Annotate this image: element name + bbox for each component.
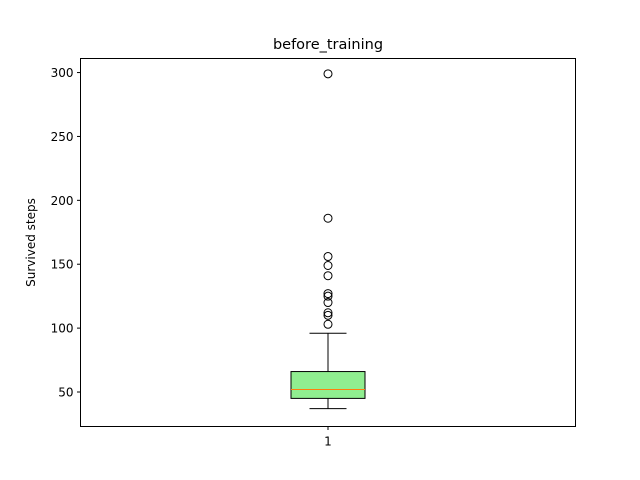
outlier-point (323, 310, 333, 320)
y-tick-label: 150 (51, 258, 74, 272)
outlier-point (323, 291, 333, 301)
y-tick-label: 250 (51, 130, 74, 144)
y-axis-label: Survived steps (24, 198, 38, 287)
plot-marks (290, 69, 366, 410)
outlier-point (323, 252, 333, 262)
outlier-point (323, 289, 333, 299)
x-tick-label: 1 (324, 435, 332, 449)
x-axis: 1 (324, 426, 332, 449)
outlier-point (323, 271, 333, 281)
outlier-point (323, 69, 333, 79)
y-tick-label: 300 (51, 66, 74, 80)
outlier-point (323, 261, 333, 270)
interquartile-box (290, 371, 366, 399)
outlier-point (323, 319, 333, 329)
outlier-point (323, 298, 333, 308)
outlier-point (323, 308, 333, 318)
outlier-point (323, 213, 333, 223)
y-tick-label: 100 (51, 322, 74, 336)
y-tick-label: 200 (51, 194, 74, 208)
y-tick-label: 50 (58, 386, 73, 400)
y-axis: 50 100 150 200 250 300 (51, 66, 81, 400)
chart-title: before_training (273, 37, 383, 53)
